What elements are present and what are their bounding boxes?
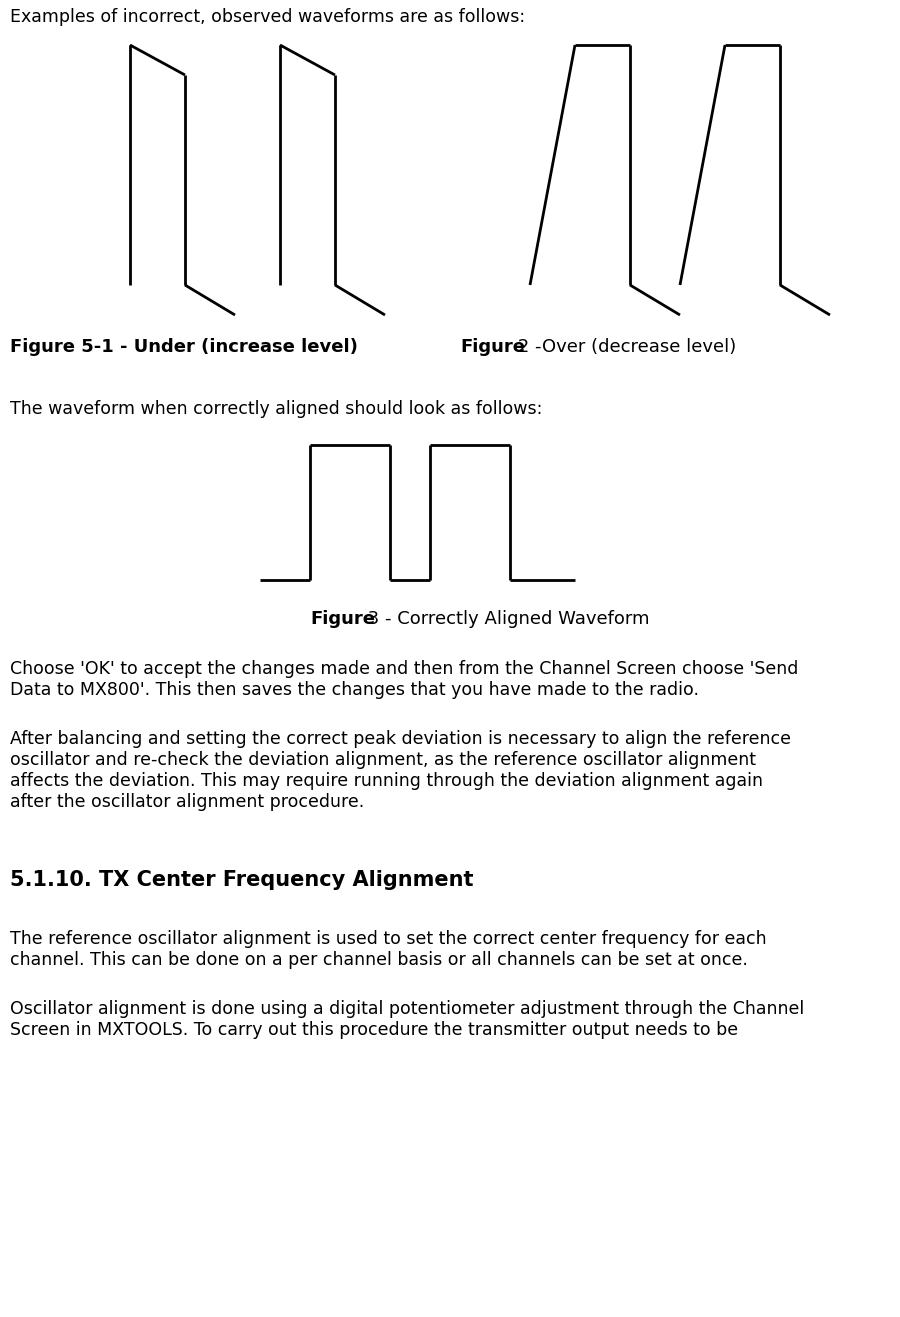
Text: after the oscillator alignment procedure.: after the oscillator alignment procedure… [10, 793, 364, 811]
Text: 3 - Correctly Aligned Waveform: 3 - Correctly Aligned Waveform [362, 610, 650, 628]
Text: 5.1.10. TX Center Frequency Alignment: 5.1.10. TX Center Frequency Alignment [10, 871, 473, 890]
Text: Oscillator alignment is done using a digital potentiometer adjustment through th: Oscillator alignment is done using a dig… [10, 1000, 805, 1018]
Text: 2 -Over (decrease level): 2 -Over (decrease level) [512, 338, 736, 356]
Text: Screen in MXTOOLS. To carry out this procedure the transmitter output needs to b: Screen in MXTOOLS. To carry out this pro… [10, 1021, 738, 1039]
Text: The reference oscillator alignment is used to set the correct center frequency f: The reference oscillator alignment is us… [10, 930, 767, 948]
Text: Choose 'OK' to accept the changes made and then from the Channel Screen choose ': Choose 'OK' to accept the changes made a… [10, 660, 798, 678]
Text: After balancing and setting the correct peak deviation is necessary to align the: After balancing and setting the correct … [10, 730, 791, 748]
Text: oscillator and re-check the deviation alignment, as the reference oscillator ali: oscillator and re-check the deviation al… [10, 751, 756, 769]
Text: The waveform when correctly aligned should look as follows:: The waveform when correctly aligned shou… [10, 400, 543, 417]
Text: affects the deviation. This may require running through the deviation alignment : affects the deviation. This may require … [10, 772, 763, 790]
Text: Figure: Figure [310, 610, 375, 628]
Text: channel. This can be done on a per channel basis or all channels can be set at o: channel. This can be done on a per chann… [10, 951, 748, 969]
Text: Data to MX800'. This then saves the changes that you have made to the radio.: Data to MX800'. This then saves the chan… [10, 681, 699, 699]
Text: Figure 5-1 - Under (increase level): Figure 5-1 - Under (increase level) [10, 338, 358, 356]
Text: Figure: Figure [460, 338, 525, 356]
Text: Examples of incorrect, observed waveforms are as follows:: Examples of incorrect, observed waveform… [10, 8, 525, 26]
